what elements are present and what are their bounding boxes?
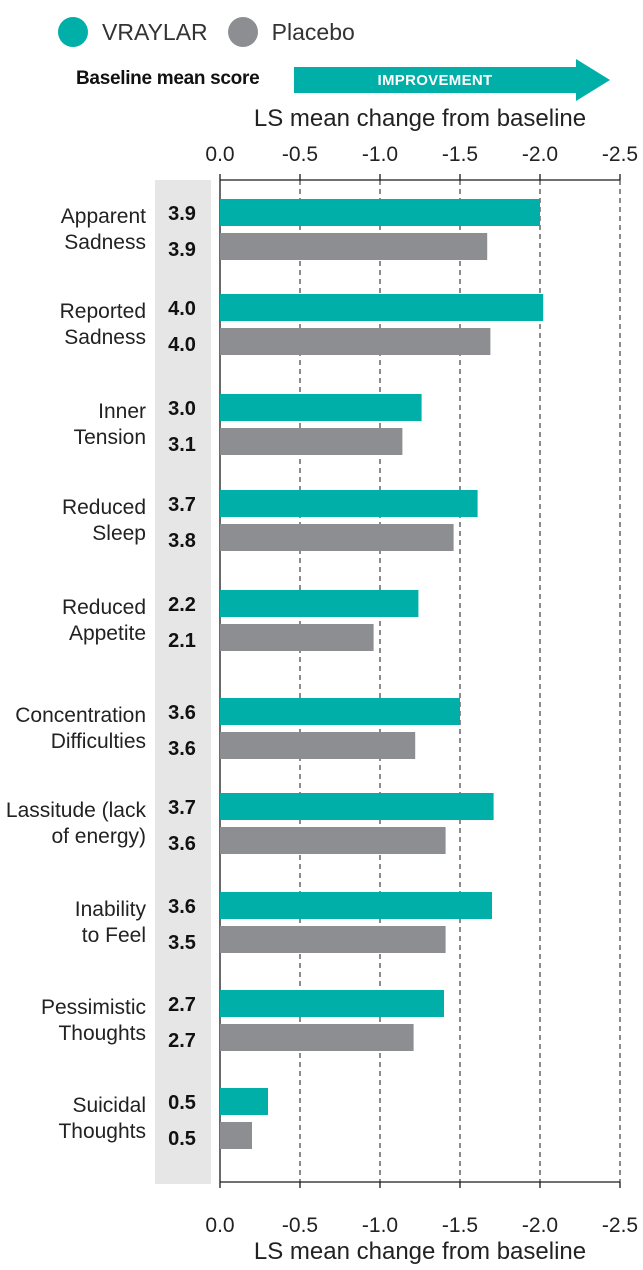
bar-vraylar xyxy=(220,394,422,421)
legend-item-placebo: Placebo xyxy=(227,17,355,47)
improvement-label: IMPROVEMENT xyxy=(377,71,493,89)
bar-placebo xyxy=(220,233,488,260)
baseline-value-placebo: 2.1 xyxy=(168,630,196,652)
baseline-value-vraylar: 3.0 xyxy=(168,398,196,420)
bar-placebo xyxy=(220,926,446,953)
legend-swatch-vraylar-icon xyxy=(58,17,88,47)
category-label-line1: Lassitude (lack xyxy=(6,799,147,822)
x-tick-label-bottom: -1.0 xyxy=(362,1214,398,1237)
category-label-line2: of energy) xyxy=(51,825,146,848)
category-label-line2: to Feel xyxy=(82,924,146,947)
baseline-value-vraylar: 3.6 xyxy=(168,702,196,724)
x-tick-label-bottom: -0.5 xyxy=(282,1214,318,1237)
category-label-line1: Apparent xyxy=(61,205,146,228)
bar-vraylar xyxy=(220,698,460,725)
legend-swatch-placebo-icon xyxy=(227,17,258,47)
x-tick-label-top: -0.5 xyxy=(282,143,318,166)
x-tick-label-top: -1.5 xyxy=(442,143,478,166)
baseline-value-vraylar: 0.5 xyxy=(168,1092,196,1114)
baseline-value-vraylar: 3.7 xyxy=(168,797,196,819)
baseline-value-placebo: 3.8 xyxy=(168,530,196,552)
bar-vraylar xyxy=(220,294,544,321)
category-label-line1: Suicidal xyxy=(72,1094,146,1117)
baseline-value-vraylar: 3.9 xyxy=(168,203,196,225)
baseline-value-placebo: 3.1 xyxy=(168,434,196,456)
x-tick-label-bottom: 0.0 xyxy=(205,1214,234,1237)
bar-vraylar xyxy=(220,199,540,226)
category-label-line1: Inability xyxy=(75,898,147,921)
bar-placebo xyxy=(220,524,454,551)
category-label-line2: Tension xyxy=(74,426,146,449)
category-label-line2: Thoughts xyxy=(58,1022,146,1045)
improvement-arrow-icon xyxy=(294,59,610,101)
bar-vraylar xyxy=(220,793,494,820)
category-label-line1: Inner xyxy=(98,400,146,423)
category-label-line1: Concentration xyxy=(15,704,146,727)
baseline-value-placebo: 0.5 xyxy=(168,1128,196,1150)
x-tick-label-top: -1.0 xyxy=(362,143,398,166)
category-label-line1: Pessimistic xyxy=(41,996,146,1019)
bar-placebo xyxy=(220,1024,414,1051)
baseline-column-title: Baseline mean score xyxy=(76,68,260,89)
baseline-value-vraylar: 3.7 xyxy=(168,494,196,516)
baseline-value-vraylar: 2.7 xyxy=(168,994,196,1016)
baseline-value-vraylar: 4.0 xyxy=(168,298,196,320)
category-label-line2: Sadness xyxy=(64,231,146,254)
baseline-value-placebo: 3.6 xyxy=(168,738,196,760)
baseline-column-bg xyxy=(155,180,211,1184)
baseline-value-placebo: 3.9 xyxy=(168,239,196,261)
legend-item-vraylar: VRAYLAR xyxy=(58,17,208,47)
category-label-line2: Difficulties xyxy=(51,730,146,753)
x-tick-label-top: 0.0 xyxy=(205,143,234,166)
bar-vraylar xyxy=(220,490,478,517)
x-tick-label-top: -2.0 xyxy=(522,143,558,166)
legend-label-placebo: Placebo xyxy=(271,18,355,45)
category-label-line2: Sleep xyxy=(92,522,146,545)
x-tick-label-bottom: -1.5 xyxy=(442,1214,478,1237)
bar-placebo xyxy=(220,827,446,854)
bar-placebo xyxy=(220,428,403,455)
category-label-line1: Reported xyxy=(60,300,146,323)
category-label-line2: Thoughts xyxy=(58,1120,146,1143)
bar-vraylar xyxy=(220,590,419,617)
bar-placebo xyxy=(220,732,416,759)
bar-placebo xyxy=(220,624,374,651)
baseline-value-vraylar: 2.2 xyxy=(168,594,196,616)
baseline-value-placebo: 2.7 xyxy=(168,1030,196,1052)
baseline-value-placebo: 3.6 xyxy=(168,833,196,855)
baseline-value-vraylar: 3.6 xyxy=(168,896,196,918)
category-label-line2: Appetite xyxy=(69,622,146,645)
x-tick-label-bottom: -2.0 xyxy=(522,1214,558,1237)
category-label-line2: Sadness xyxy=(64,326,146,349)
category-label-line1: Reduced xyxy=(62,496,146,519)
bar-placebo xyxy=(220,328,491,355)
legend-label-vraylar: VRAYLAR xyxy=(102,18,208,45)
baseline-value-placebo: 4.0 xyxy=(168,334,196,356)
x-axis-title-bottom: LS mean change from baseline xyxy=(253,1238,587,1265)
bar-vraylar xyxy=(220,1088,268,1115)
bar-vraylar xyxy=(220,990,444,1017)
bar-vraylar xyxy=(220,892,492,919)
improvement-arrow: IMPROVEMENT xyxy=(294,59,610,101)
x-axis-title-top: LS mean change from baseline xyxy=(253,105,587,132)
x-tick-label-bottom: -2.5 xyxy=(602,1214,638,1237)
legend: VRAYLAR Placebo xyxy=(58,12,375,52)
category-label-line1: Reduced xyxy=(62,596,146,619)
bar-placebo xyxy=(220,1122,252,1149)
baseline-value-placebo: 3.5 xyxy=(168,932,196,954)
x-tick-label-top: -2.5 xyxy=(602,143,638,166)
